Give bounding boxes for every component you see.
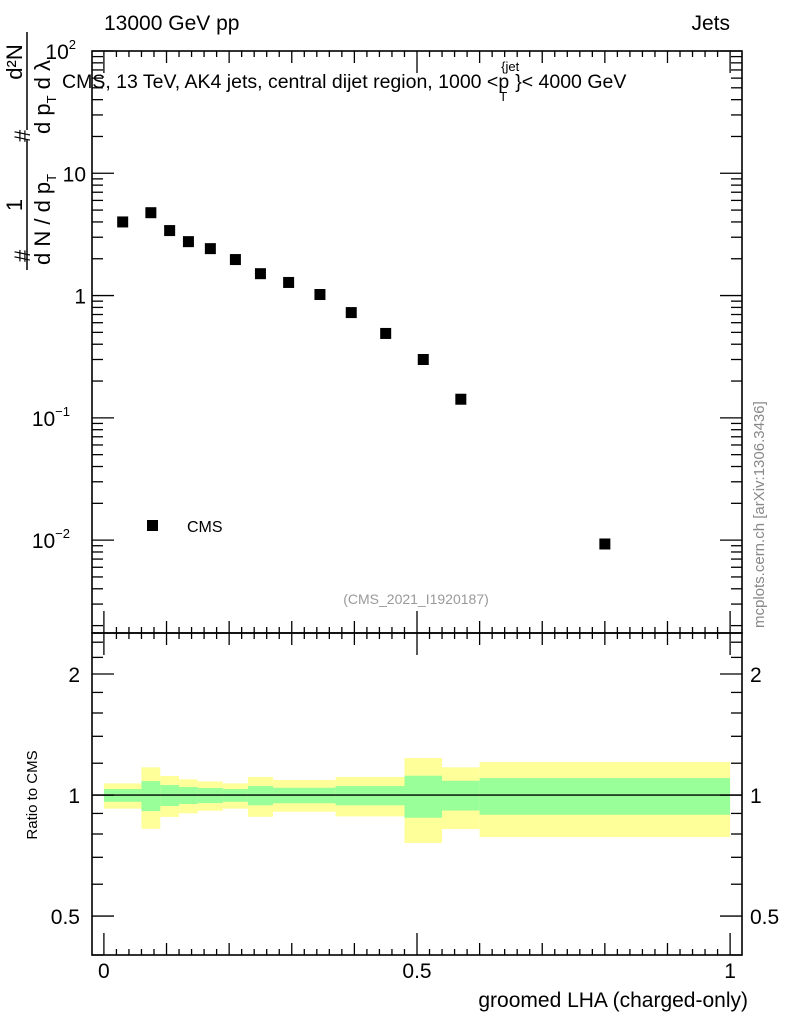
data-point <box>117 216 129 228</box>
mcplots-watermark: mcplots.cern.ch [arXiv:1306.3436] <box>751 401 768 628</box>
data-point <box>229 254 241 266</box>
data-point <box>204 243 216 255</box>
title-sup: {jet <box>501 59 519 74</box>
data-point <box>380 327 392 339</box>
data-point <box>283 276 295 288</box>
x-axis-label: groomed LHA (charged-only) <box>478 989 748 1012</box>
ratio-frame <box>91 632 743 956</box>
main-ylabel: # 1 d N / d pT # d²N d pT d λ <box>2 32 59 270</box>
analysis-watermark: (CMS_2021_I1920187) <box>343 591 489 607</box>
band-stat-uncertainty-bin <box>141 781 161 812</box>
ylabel-num-1: 1 <box>2 199 27 211</box>
data-point <box>164 225 176 237</box>
legend-marker-cms <box>147 520 158 531</box>
data-point <box>417 354 429 366</box>
data-point <box>345 307 357 319</box>
ratio-ylabel: Ratio to CMS <box>24 750 41 839</box>
data-point <box>182 236 194 248</box>
y-tick-label: 102 <box>45 37 76 64</box>
header-left: 13000 GeV pp <box>104 12 239 35</box>
plot-title: CMS, 13 TeV, AK4 jets, central dijet reg… <box>62 59 626 104</box>
ylabel-den-1: d N / d pT <box>30 174 59 265</box>
ratio-y-tick-label-left: 2 <box>68 664 80 687</box>
band-stat-uncertainty-bin <box>404 775 443 818</box>
ratio-y-tick-label-left: 0.5 <box>51 906 80 929</box>
data-point <box>254 268 266 280</box>
title-sub: T <box>499 89 507 104</box>
y-tick-label: 10 <box>63 163 86 186</box>
data-point <box>599 538 611 550</box>
y-tick-label: 1 <box>74 286 86 309</box>
ratio-y-tick-label-left: 1 <box>68 785 80 808</box>
header-right: Jets <box>691 12 730 35</box>
y-tick-label: 10−2 <box>32 526 70 553</box>
x-tick-label: 1 <box>724 960 736 983</box>
data-point <box>314 289 326 301</box>
band-stat-uncertainty-bin <box>479 778 731 815</box>
legend-label-cms: CMS <box>187 519 223 536</box>
x-tick-label: 0 <box>98 960 110 983</box>
ratio-y-tick-label-right: 1 <box>750 785 762 808</box>
y-tick-label: 10−1 <box>32 404 70 431</box>
main-frame <box>91 50 743 634</box>
ylabel-hash-2: # <box>10 129 35 142</box>
ratio-panel: 0.5 0.5 1 1 2 2 0 0.5 1 <box>51 632 779 983</box>
ylabel-hash-1: # <box>10 249 35 262</box>
ratio-y-tick-label-right: 0.5 <box>750 906 779 929</box>
ratio-y-tick-label-right: 2 <box>750 664 762 687</box>
main-panel: 10−2 10−1 1 10 102 <box>32 37 743 634</box>
data-point <box>145 207 157 219</box>
title-main: CMS, 13 TeV, AK4 jets, central dijet reg… <box>62 71 509 93</box>
x-tick-label: 0.5 <box>402 960 431 983</box>
data-point <box>455 393 467 405</box>
ylabel-den-2: d pT d λ <box>30 60 59 134</box>
title-end: }< 4000 GeV <box>515 71 626 93</box>
ylabel-num-2: d²N <box>2 44 27 79</box>
